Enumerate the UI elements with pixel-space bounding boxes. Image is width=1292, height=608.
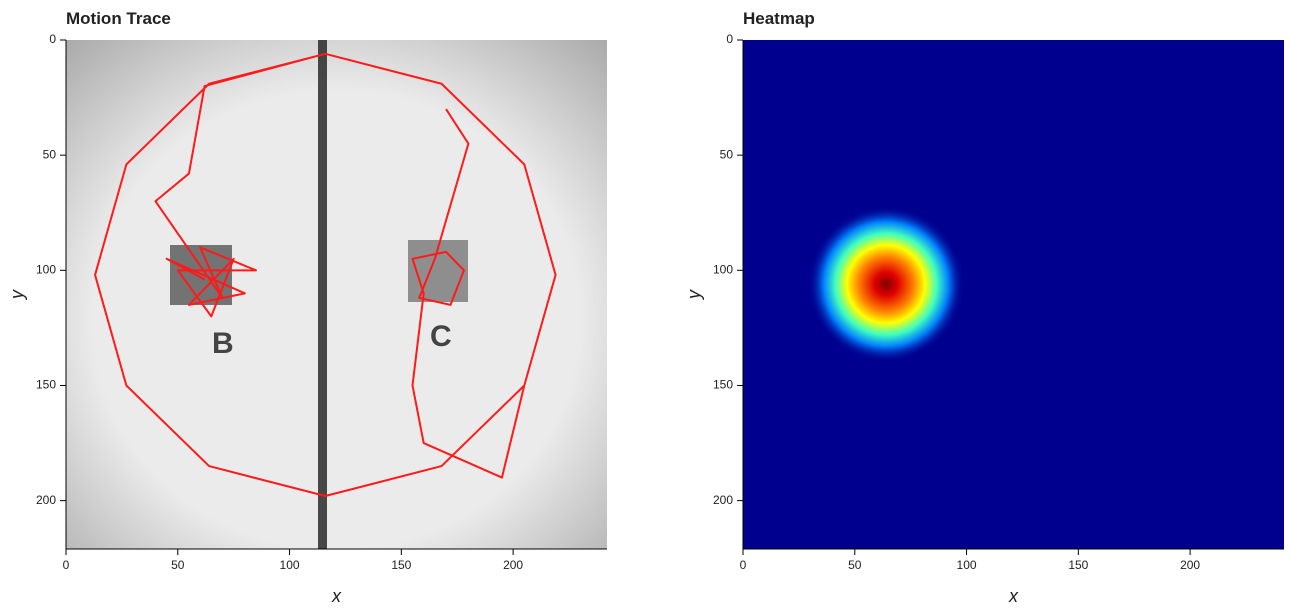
x-tick-label: 0	[740, 558, 747, 572]
x-tick-label: 50	[171, 558, 185, 572]
y-tick-label: 100	[36, 262, 56, 276]
y-tick-label: 150	[36, 378, 56, 392]
y-tick-label: 0	[49, 32, 56, 46]
x-tick-label: 50	[848, 558, 862, 572]
x-tick-label: 100	[957, 558, 977, 572]
trace-background: B C	[66, 40, 607, 549]
y-tick-label: 100	[713, 262, 733, 276]
x-tick-label: 100	[280, 558, 300, 572]
y-tick-label: 200	[36, 493, 56, 507]
x-tick-label: 200	[503, 558, 523, 572]
y-tick-label: 150	[713, 378, 733, 392]
y-axis-label: y	[684, 289, 704, 301]
x-tick-label: 200	[1180, 558, 1200, 572]
x-tick-label: 150	[391, 558, 411, 572]
y-tick-label: 0	[726, 32, 733, 46]
y-tick-label: 200	[713, 493, 733, 507]
chart-title: Motion Trace	[66, 9, 171, 28]
chart-title: Heatmap	[743, 9, 815, 28]
heat-spot	[808, 206, 964, 362]
x-tick-label: 0	[63, 558, 70, 572]
figure: B C Motion Trace Heatmap 0 50 100 150 200 0 50…	[0, 0, 1292, 608]
svg-text:B: B	[212, 327, 234, 360]
x-tick-label: 150	[1068, 558, 1088, 572]
y-tick-label: 50	[43, 147, 57, 161]
y-tick-label: 50	[720, 147, 734, 161]
x-axis-label: x	[1008, 586, 1019, 606]
x-axis-label: x	[331, 586, 342, 606]
y-axis-label: y	[7, 289, 27, 301]
svg-text:C: C	[430, 320, 452, 353]
